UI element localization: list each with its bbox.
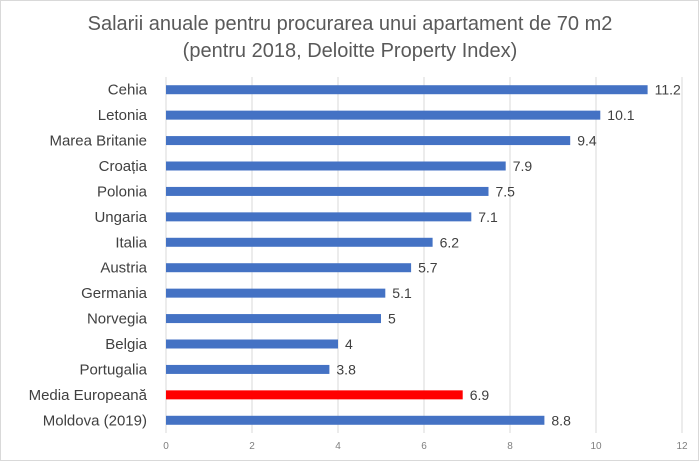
x-tick-4: 4 [335,441,341,452]
bar-7 [166,237,433,247]
value-label-2: 10.1 [607,107,634,123]
bar-4 [166,161,506,171]
bars [166,85,648,425]
value-label-6: 7.1 [478,209,498,225]
category-label-13: Media Europeană [29,387,148,404]
gridlines [165,77,683,433]
chart-title-line-1: Salarii anuale pentru procurarea unui ap… [88,13,613,35]
category-label-5: Polonia [97,183,148,200]
category-label-11: Belgia [105,336,147,353]
value-label-13: 6.9 [470,387,490,403]
bar-2 [166,110,601,120]
category-label-6: Ungaria [94,209,147,226]
bar-11 [166,339,338,349]
bar-12 [166,364,330,374]
chart-title-line-2: (pentru 2018, Deloitte Property Index) [183,40,518,62]
x-tick-12: 12 [676,441,688,452]
category-label-9: Germania [81,285,148,302]
value-label-10: 5 [388,311,396,327]
x-tick-8: 8 [507,441,513,452]
bar-6 [166,212,472,222]
value-labels: 11.2 10.1 9.4 7.9 7.5 7.1 6.25.7 5.1 5 4 3.8 6.9 8.8 [336,82,681,429]
category-label-3: Marea Britanie [49,133,147,150]
value-label-1: 11.2 [655,82,681,98]
x-tick-2: 2 [249,441,255,452]
category-label-4: Croația [99,158,148,175]
value-label-3: 9.4 [577,133,597,149]
bar-5 [166,186,489,196]
category-label-10: Norvegia [87,311,148,328]
category-label-7: Italia [115,234,147,251]
value-label-9: 5.1 [392,285,412,301]
bar-10 [166,314,381,324]
value-label-4: 7.9 [513,158,533,174]
category-label-2: Letonia [98,107,148,124]
bar-3 [166,136,571,146]
bar-14 [166,415,545,425]
value-label-8: 5.7 [418,260,438,276]
bar-1 [166,85,648,95]
x-axis-ticks: 0 2 4 6 8 10 12 [163,441,688,452]
value-label-14: 8.8 [551,412,571,428]
category-label-1: Cehia [108,82,148,99]
category-label-12: Portugalia [79,361,147,378]
category-labels: Cehia Letonia Marea Britanie Croația Polonia… [29,82,148,430]
value-label-7: 6.2 [440,234,460,250]
bar-9 [166,288,386,298]
value-label-12: 3.8 [336,361,356,377]
category-label-14: Moldova (2019) [43,412,147,429]
x-tick-6: 6 [421,441,427,452]
x-tick-0: 0 [163,441,169,452]
bar-13 [166,390,463,400]
value-label-5: 7.5 [496,183,516,199]
category-label-8: Austria [100,260,147,277]
x-tick-10: 10 [590,441,602,452]
value-label-11: 4 [345,336,353,352]
bar-8 [166,263,412,273]
